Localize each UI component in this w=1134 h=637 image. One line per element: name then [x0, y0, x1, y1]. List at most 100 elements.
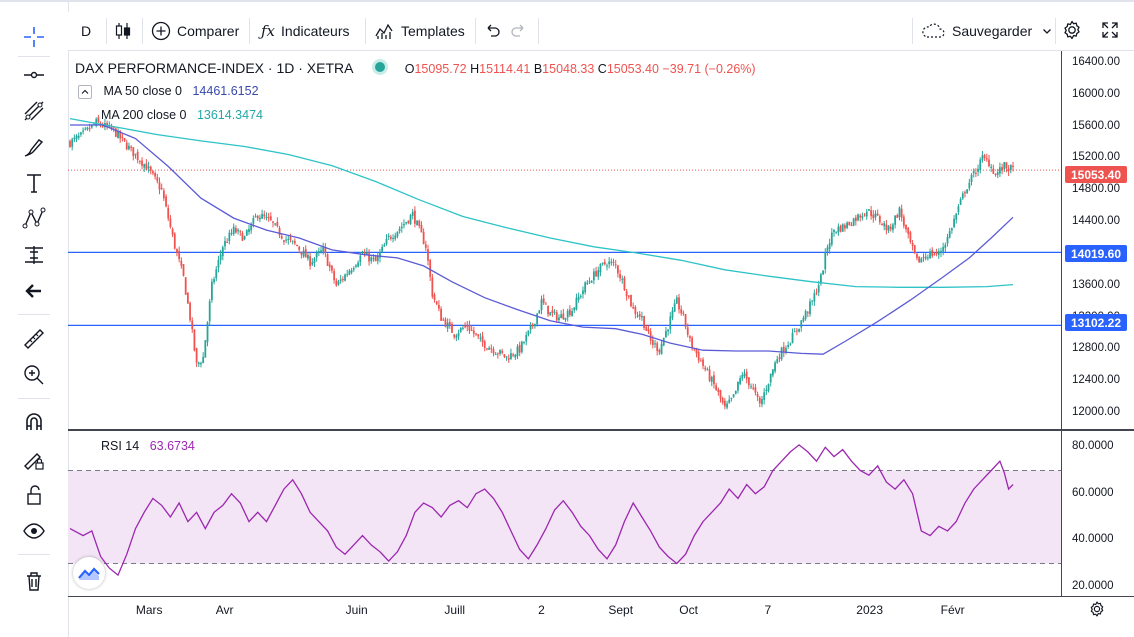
candle-body	[169, 218, 172, 227]
rsi-canvas[interactable]	[68, 431, 1061, 596]
candle-body	[440, 308, 442, 321]
candle-body	[243, 236, 246, 240]
candle-body	[538, 310, 541, 314]
save-button[interactable]: Sauvegarder	[920, 12, 1052, 50]
time-axis-label: Mars	[135, 603, 163, 617]
candle-body	[994, 173, 997, 175]
candle-body	[239, 231, 242, 233]
interval-button[interactable]: D	[81, 12, 91, 50]
pane-separator[interactable]	[68, 429, 1134, 431]
tradingview-logo-icon	[78, 567, 100, 580]
candle-body	[592, 271, 595, 281]
candle-body	[457, 333, 460, 337]
candle-body	[669, 316, 672, 330]
price-chart-canvas[interactable]	[68, 51, 1061, 429]
time-axis-label: Avr	[215, 603, 234, 617]
candle-body	[804, 311, 807, 319]
candle-body	[152, 171, 154, 174]
zoom-in-icon[interactable]	[14, 360, 54, 390]
candle-body	[955, 213, 958, 220]
templates-button[interactable]: Templates	[375, 12, 465, 50]
candle-body	[370, 257, 373, 262]
candle-body	[887, 225, 890, 231]
candle-body	[638, 314, 641, 317]
rsi-legend[interactable]: RSI 14 63.6734	[101, 439, 195, 453]
time-axis-settings-button[interactable]	[1088, 600, 1106, 623]
candle-body	[883, 223, 886, 227]
arrow-left-icon[interactable]	[14, 276, 54, 306]
ma200-legend[interactable]: MA 200 close 0 13614.3474	[101, 108, 263, 122]
trash-icon[interactable]	[14, 566, 54, 596]
candle-body	[913, 245, 916, 254]
candle-body	[444, 319, 447, 327]
candle-body	[750, 386, 752, 388]
candle-body	[82, 130, 84, 132]
candle-body	[756, 394, 759, 397]
trend-line-icon[interactable]	[14, 60, 54, 90]
candle-body	[75, 135, 78, 139]
eye-icon[interactable]	[14, 516, 54, 546]
lock-drawings-icon[interactable]	[14, 444, 54, 474]
horizontal-line-tag-1: 14019.60	[1065, 245, 1127, 262]
ruler-icon[interactable]	[14, 324, 54, 354]
undo-button[interactable]	[484, 12, 500, 50]
candle-body	[407, 220, 410, 224]
rsi-line	[69, 444, 1014, 577]
brush-icon[interactable]	[14, 132, 54, 162]
candle-body	[918, 257, 921, 263]
candle-body	[940, 250, 942, 253]
rsi-axis-label: 20.0000	[1072, 579, 1114, 592]
symbol-title: DAX PERFORMANCE-INDEX · 1D · XETRA	[75, 60, 354, 76]
candle-body	[112, 127, 115, 129]
undo-icon	[484, 22, 500, 41]
ma50-legend[interactable]: MA 50 close 0 14461.6152	[78, 84, 259, 99]
candle-body	[1007, 168, 1010, 172]
candle-body	[558, 317, 560, 321]
crosshair-icon[interactable]	[14, 22, 54, 52]
candle-body	[383, 244, 386, 247]
candle-body	[601, 262, 604, 264]
candle-body	[278, 228, 281, 236]
candle-body	[542, 298, 545, 304]
candle-body	[359, 255, 362, 263]
fib-tool-icon[interactable]	[14, 96, 54, 126]
fullscreen-button[interactable]	[1100, 12, 1120, 50]
magnet-icon[interactable]	[14, 408, 54, 438]
text-tool-icon[interactable]	[14, 168, 54, 198]
candle-body	[846, 222, 849, 228]
candle-body	[296, 244, 298, 247]
candle-body	[442, 319, 445, 321]
candles-group	[69, 114, 1014, 410]
rsi-pane[interactable]	[68, 431, 1061, 596]
redo-button[interactable]	[511, 12, 527, 50]
candle-body	[479, 337, 482, 339]
candle-body	[536, 313, 539, 325]
candle-body	[411, 211, 414, 216]
candle-body	[516, 346, 519, 357]
candle-body	[217, 259, 220, 268]
candle-body	[418, 220, 421, 226]
indicators-button[interactable]: ƒx Indicateurs	[261, 12, 350, 50]
chevron-up-icon[interactable]	[78, 84, 92, 99]
candle-body	[876, 213, 879, 216]
candle-body	[355, 265, 357, 267]
candle-body	[499, 350, 501, 354]
price-chart-pane[interactable]	[68, 51, 1061, 429]
gear-icon	[1090, 601, 1104, 617]
tradingview-logo-button[interactable]	[73, 557, 105, 589]
candle-body	[979, 159, 982, 171]
measure-projection-icon[interactable]	[14, 240, 54, 270]
chart-type-button[interactable]	[114, 12, 138, 50]
rsi-axis-label: 80.0000	[1072, 440, 1114, 453]
candle-body	[1009, 164, 1012, 171]
candle-body	[451, 324, 453, 333]
settings-button[interactable]	[1061, 12, 1083, 50]
candle-body	[464, 326, 466, 328]
pattern-tool-icon[interactable]	[14, 204, 54, 234]
compare-button[interactable]: Comparer	[151, 12, 239, 50]
candle-body	[826, 247, 829, 252]
candle-body	[1001, 167, 1003, 171]
unlock-icon[interactable]	[14, 480, 54, 510]
candle-body	[734, 390, 737, 394]
candle-body	[658, 349, 661, 353]
